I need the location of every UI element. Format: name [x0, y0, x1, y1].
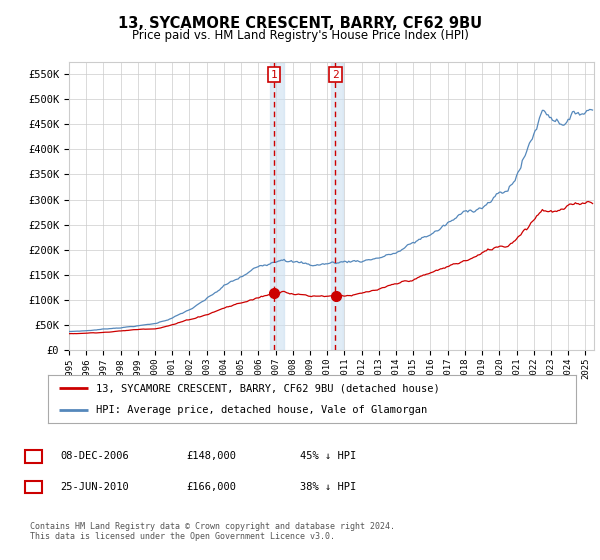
- Text: 2: 2: [31, 482, 37, 492]
- Bar: [271, 62, 284, 350]
- Text: 08-DEC-2006: 08-DEC-2006: [60, 451, 129, 461]
- Bar: [331, 62, 343, 350]
- Text: 25-JUN-2010: 25-JUN-2010: [60, 482, 129, 492]
- Text: 2: 2: [332, 69, 339, 80]
- Text: 45% ↓ HPI: 45% ↓ HPI: [300, 451, 356, 461]
- Text: 1: 1: [271, 69, 278, 80]
- Text: 1: 1: [31, 451, 37, 461]
- Text: £166,000: £166,000: [186, 482, 236, 492]
- Text: Price paid vs. HM Land Registry's House Price Index (HPI): Price paid vs. HM Land Registry's House …: [131, 29, 469, 42]
- Text: HPI: Average price, detached house, Vale of Glamorgan: HPI: Average price, detached house, Vale…: [95, 405, 427, 415]
- Text: 13, SYCAMORE CRESCENT, BARRY, CF62 9BU (detached house): 13, SYCAMORE CRESCENT, BARRY, CF62 9BU (…: [95, 383, 439, 393]
- Text: £148,000: £148,000: [186, 451, 236, 461]
- Text: 13, SYCAMORE CRESCENT, BARRY, CF62 9BU: 13, SYCAMORE CRESCENT, BARRY, CF62 9BU: [118, 16, 482, 31]
- Text: Contains HM Land Registry data © Crown copyright and database right 2024.
This d: Contains HM Land Registry data © Crown c…: [30, 522, 395, 542]
- Text: 38% ↓ HPI: 38% ↓ HPI: [300, 482, 356, 492]
